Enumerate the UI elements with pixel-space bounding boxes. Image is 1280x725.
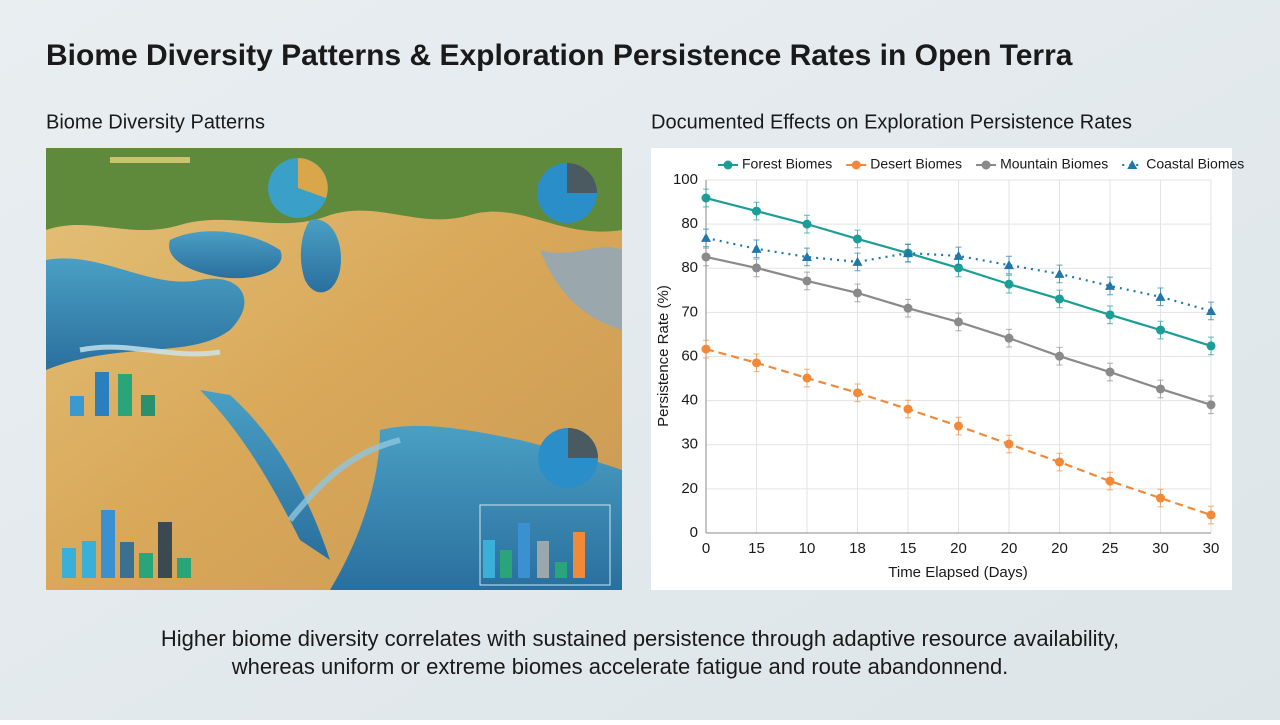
legend-marker bbox=[981, 160, 991, 170]
legend-label: Desert Biomes bbox=[870, 156, 962, 172]
data-point bbox=[953, 250, 964, 260]
data-point bbox=[752, 206, 761, 216]
data-point bbox=[954, 263, 963, 273]
data-point bbox=[903, 404, 913, 414]
y-tick-label: 80 bbox=[681, 215, 698, 232]
caption-line: whereas uniform or extreme biomes accele… bbox=[231, 654, 1009, 679]
x-tick-label: 20 bbox=[1001, 540, 1018, 557]
caption-line: Higher biome diversity correlates with s… bbox=[161, 626, 1119, 651]
data-point bbox=[1206, 305, 1216, 315]
data-point bbox=[802, 219, 812, 229]
x-axis-label: Time Elapsed (Days) bbox=[888, 564, 1027, 581]
chart-title: Documented Effects on Exploration Persis… bbox=[651, 111, 1132, 133]
data-point bbox=[752, 263, 761, 273]
y-axis-label: Persistence Rate (%) bbox=[655, 285, 672, 427]
data-point bbox=[903, 303, 913, 313]
data-point bbox=[1004, 260, 1014, 270]
data-point bbox=[954, 421, 963, 431]
data-point bbox=[853, 388, 862, 398]
data-point bbox=[802, 251, 812, 261]
legend-marker bbox=[1127, 160, 1138, 169]
data-point bbox=[853, 288, 862, 298]
data-point bbox=[751, 243, 762, 253]
data-point bbox=[1105, 367, 1115, 377]
data-point bbox=[1156, 384, 1165, 394]
data-point bbox=[1206, 400, 1216, 410]
data-point bbox=[1004, 279, 1014, 289]
data-point bbox=[1105, 476, 1115, 486]
x-tick-label: 15 bbox=[900, 540, 917, 557]
y-tick-label: 100 bbox=[673, 171, 698, 188]
x-tick-label: 15 bbox=[748, 540, 765, 557]
data-point bbox=[1156, 493, 1165, 503]
x-tick-label: 30 bbox=[1203, 540, 1220, 557]
x-tick-label: 20 bbox=[950, 540, 967, 557]
x-tick-label: 10 bbox=[799, 540, 816, 557]
series-line bbox=[705, 236, 1212, 313]
data-point bbox=[1155, 291, 1166, 301]
x-tick-label: 25 bbox=[1102, 540, 1119, 557]
legend-marker bbox=[851, 160, 861, 170]
data-point bbox=[852, 256, 863, 266]
legend-label: Coastal Biomes bbox=[1146, 156, 1244, 172]
data-point bbox=[1055, 457, 1064, 467]
data-point bbox=[1105, 280, 1115, 290]
data-point bbox=[752, 358, 761, 368]
data-point bbox=[1004, 333, 1014, 343]
data-point bbox=[701, 193, 711, 203]
legend-label: Forest Biomes bbox=[742, 156, 832, 172]
data-point bbox=[1105, 310, 1115, 320]
data-point bbox=[1055, 351, 1064, 361]
y-tick-label: 40 bbox=[681, 392, 698, 409]
data-point bbox=[701, 252, 711, 262]
y-tick-label: 20 bbox=[681, 480, 698, 497]
data-point bbox=[903, 248, 913, 258]
x-tick-label: 30 bbox=[1152, 540, 1169, 557]
y-tick-label: 70 bbox=[681, 303, 698, 320]
data-point bbox=[802, 373, 812, 383]
chart-panel bbox=[651, 148, 1232, 590]
y-tick-label: 60 bbox=[681, 347, 698, 364]
x-tick-label: 18 bbox=[849, 540, 866, 557]
data-point bbox=[802, 276, 812, 286]
data-point bbox=[1206, 341, 1216, 351]
y-tick-label: 30 bbox=[681, 436, 698, 453]
data-point bbox=[1004, 439, 1014, 449]
y-tick-label: 0 bbox=[690, 524, 698, 541]
data-point bbox=[1055, 294, 1064, 304]
data-point bbox=[954, 317, 963, 327]
x-tick-label: 0 bbox=[702, 540, 710, 557]
data-point bbox=[1054, 268, 1065, 278]
data-point bbox=[853, 234, 862, 244]
y-tick-label: 80 bbox=[681, 259, 698, 276]
data-point bbox=[1206, 510, 1216, 520]
map-illustration bbox=[46, 148, 622, 590]
data-point bbox=[701, 232, 711, 242]
legend-marker bbox=[723, 160, 733, 170]
left-panel-title: Biome Diversity Patterns bbox=[46, 111, 265, 133]
data-point bbox=[701, 344, 711, 354]
x-tick-label: 20 bbox=[1051, 540, 1068, 557]
data-point bbox=[1156, 325, 1165, 335]
page-title: Biome Diversity Patterns & Exploration P… bbox=[46, 39, 1073, 72]
legend-label: Mountain Biomes bbox=[1000, 156, 1108, 172]
